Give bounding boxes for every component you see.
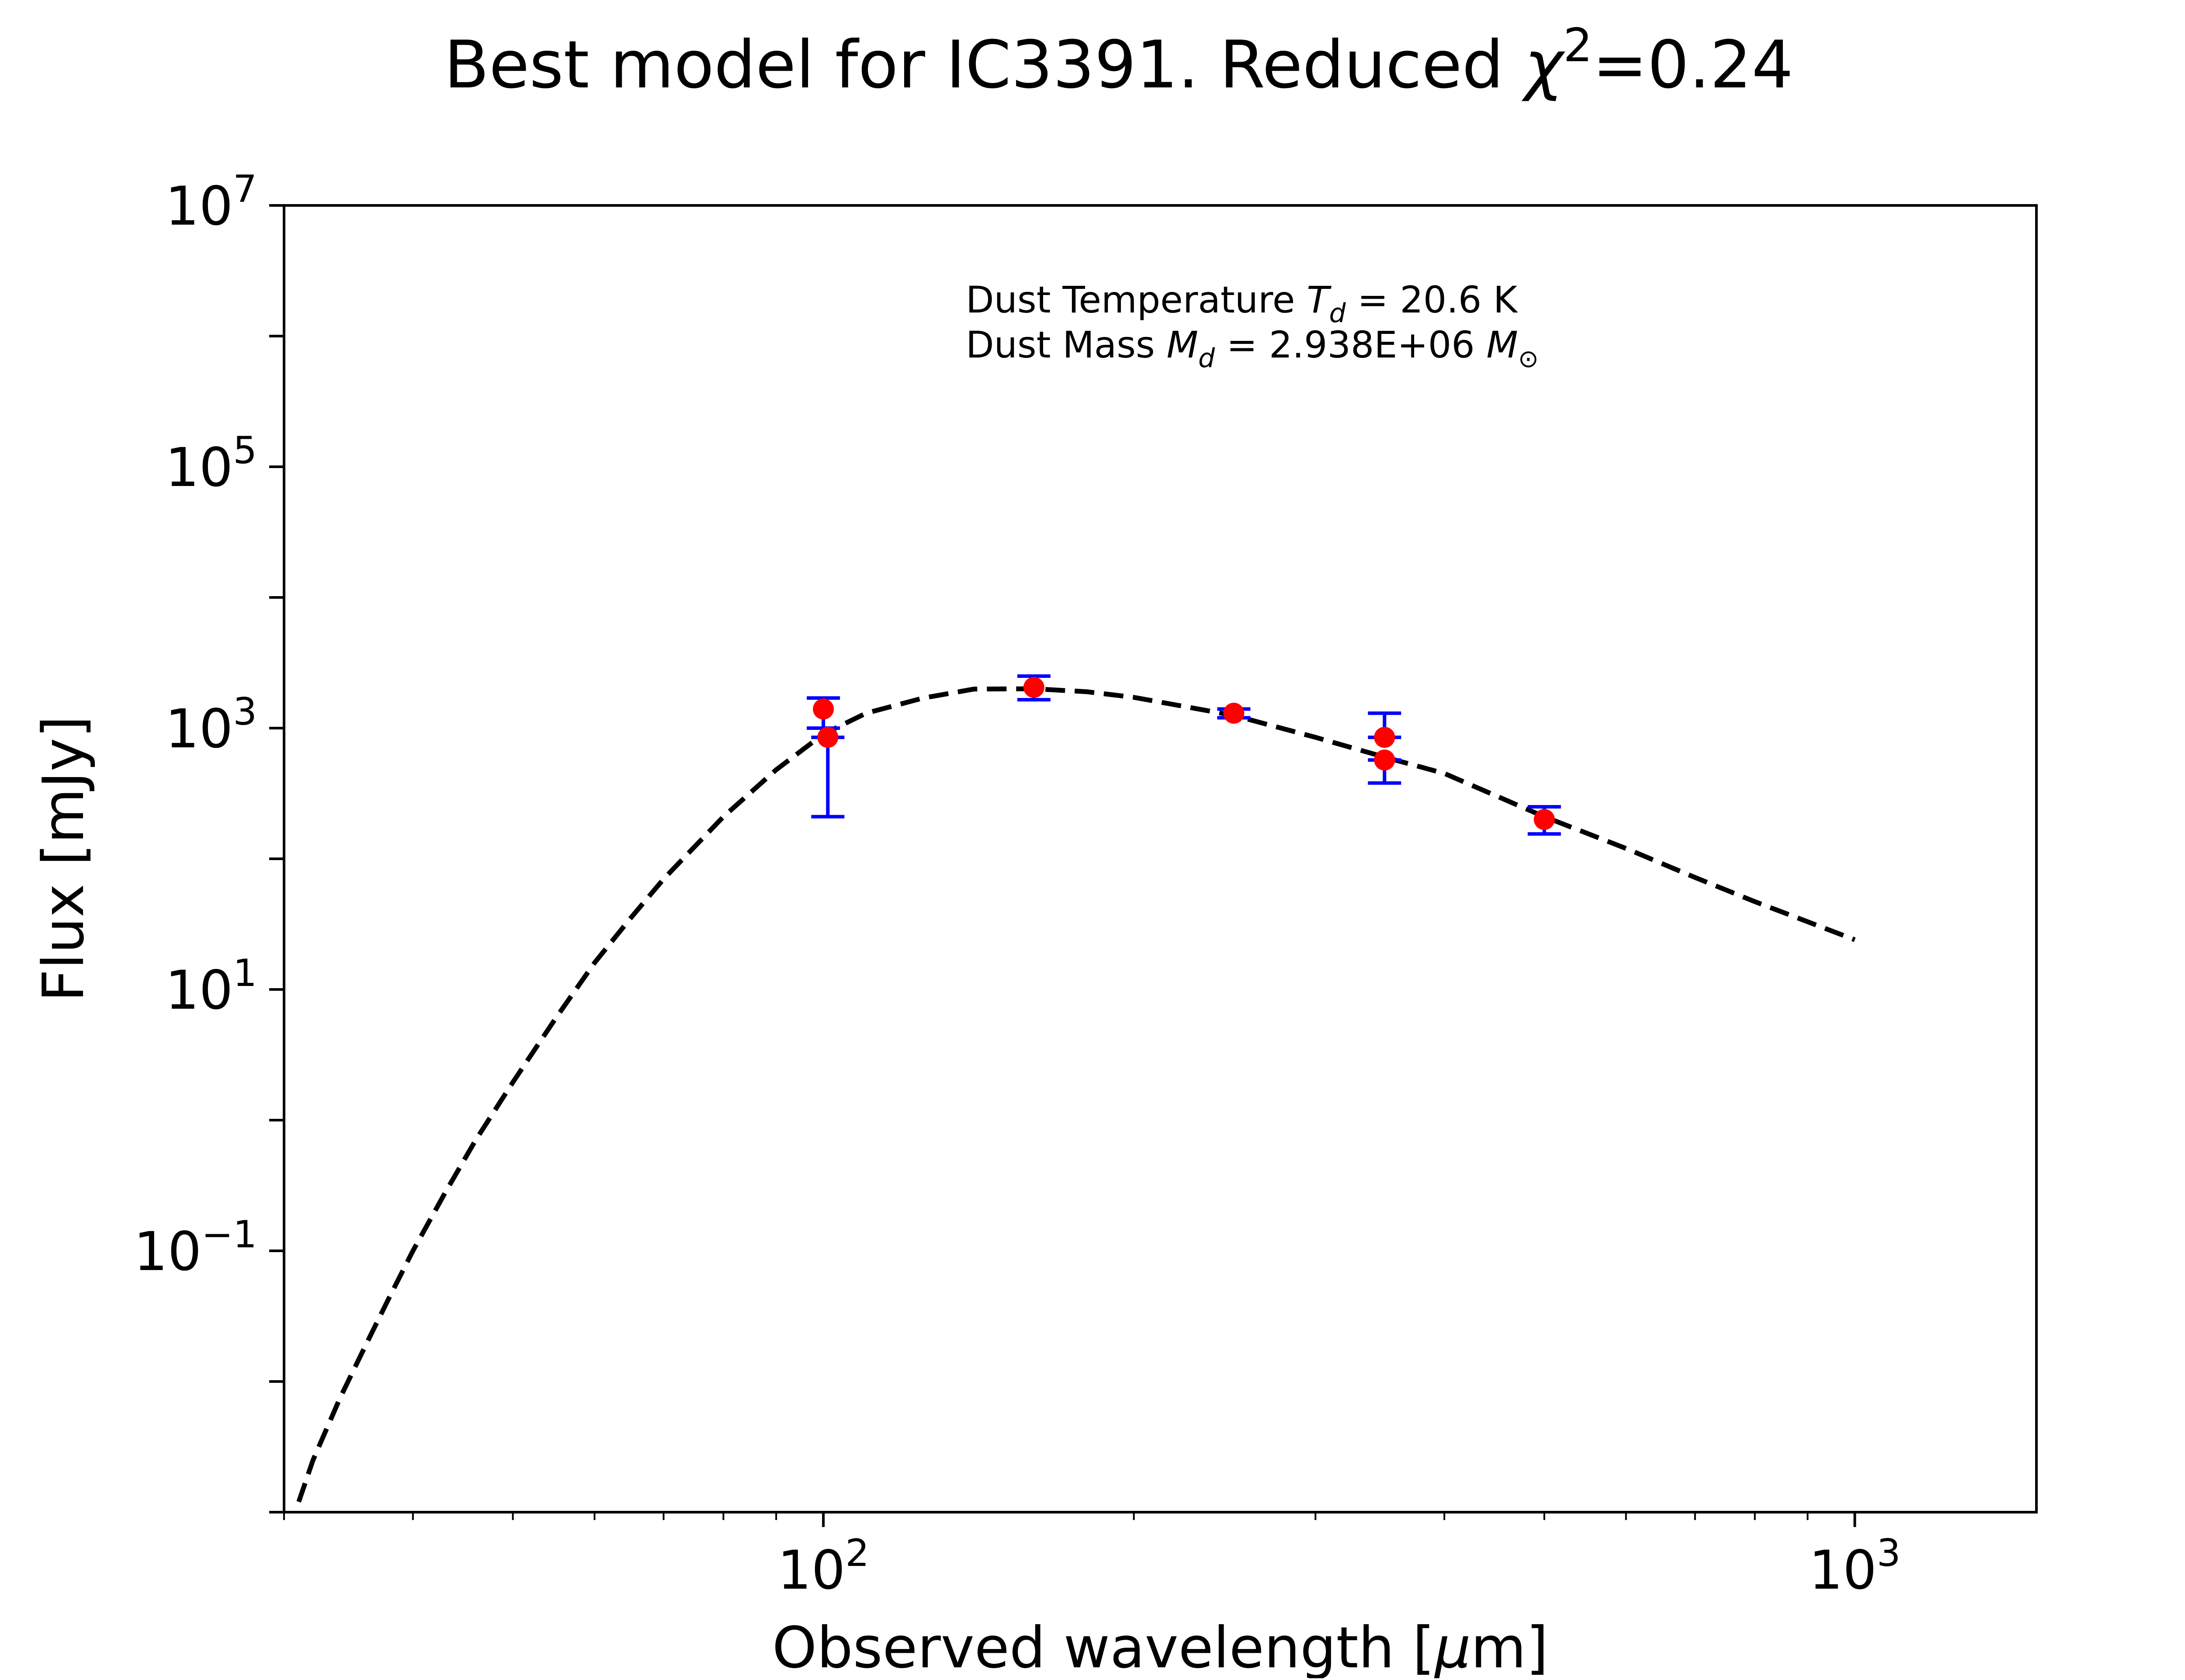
- x-tick-label: 103: [1809, 1531, 1901, 1601]
- chart-title-sup: 2: [1563, 19, 1592, 72]
- data-point: [813, 698, 834, 720]
- y-axis-ticks: 10−1 101 103 105 107: [134, 167, 284, 1513]
- x-tick-label: 102: [777, 1531, 869, 1601]
- chart-title: Best model for IC3391. Reduced χ2=0.24: [444, 19, 1793, 103]
- x-axis-ticks: 102 103: [283, 1512, 1901, 1601]
- data-point-group: [813, 677, 1555, 830]
- y-tick-label: 105: [165, 429, 257, 499]
- y-axis-label: Flux [mJy]: [30, 716, 97, 1002]
- chart-title-symbol: χ: [1522, 27, 1566, 103]
- y-tick-label: 10−1: [134, 1213, 257, 1283]
- model-curve-group: [296, 686, 1856, 1503]
- data-point: [1374, 727, 1395, 748]
- model-curve: [296, 686, 1856, 1503]
- x-axis-label: Observed wavelength [μm]: [772, 1614, 1548, 1678]
- annotation-temperature: Dust Temperature Td = 20.6 K: [966, 278, 1518, 329]
- y-tick-label: 103: [165, 690, 257, 760]
- errorbar-group: [807, 674, 1561, 836]
- data-point: [1023, 677, 1044, 698]
- y-tick-label: 107: [165, 167, 257, 237]
- data-point: [1374, 749, 1395, 771]
- annotation-mass: Dust Mass Md = 2.938E+06 M⊙: [966, 323, 1539, 374]
- chart-title-main: Best model for IC3391. Reduced: [444, 27, 1524, 103]
- data-point: [817, 727, 839, 748]
- plot-frame: [283, 204, 2038, 1513]
- data-point: [1533, 809, 1555, 830]
- data-point: [1223, 702, 1245, 724]
- chart-title-tail: =0.24: [1592, 27, 1793, 103]
- y-tick-label: 101: [165, 951, 257, 1021]
